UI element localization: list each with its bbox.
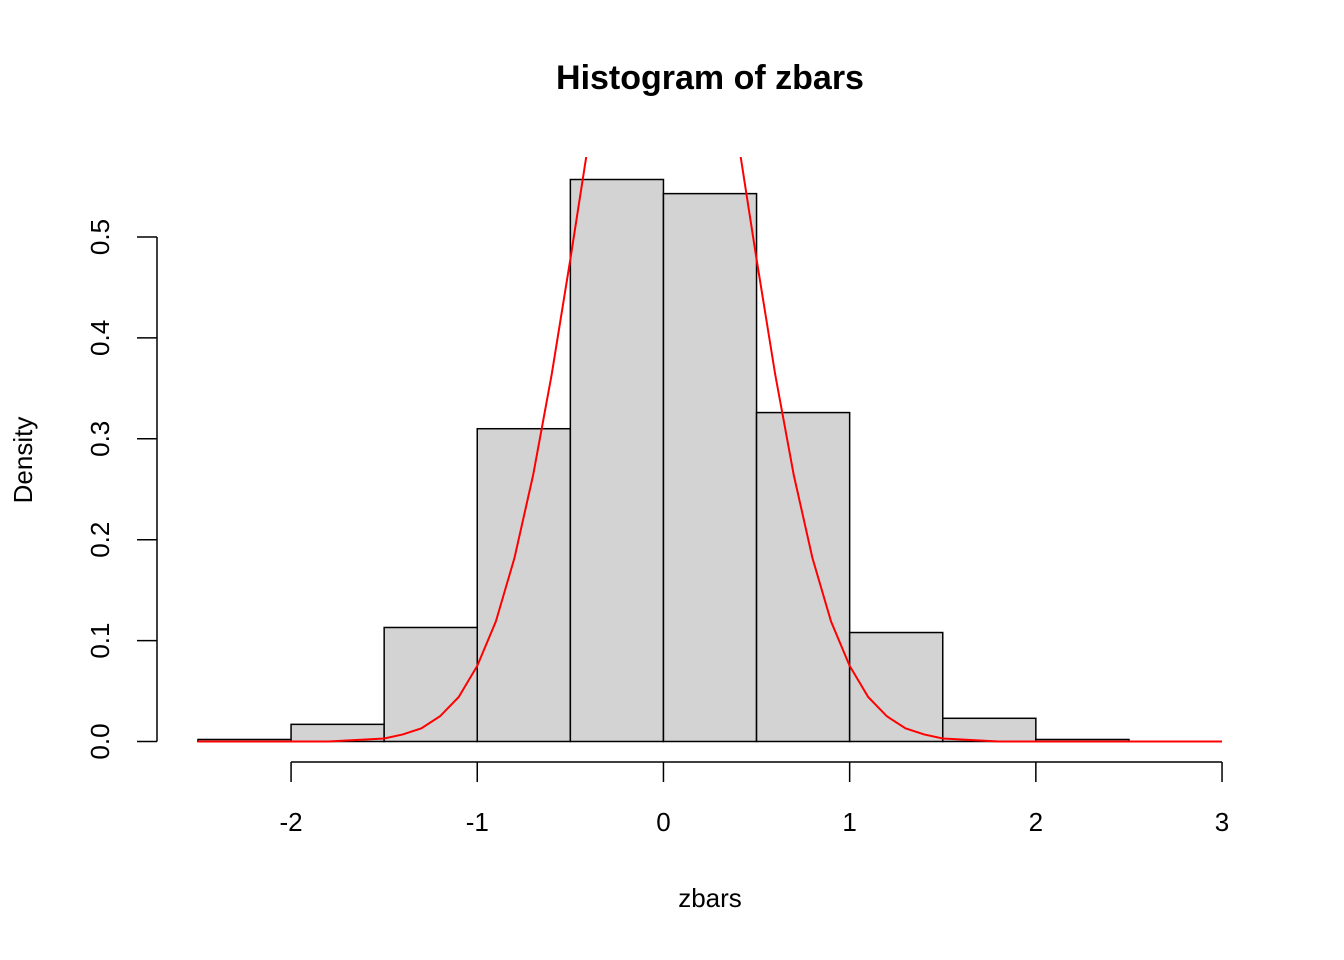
bar xyxy=(569,178,665,743)
curve-group xyxy=(197,157,1223,743)
x-tick-label: 3 xyxy=(1215,807,1229,837)
x-axis-label: zbars xyxy=(678,883,742,913)
y-tick-label: 0.4 xyxy=(85,320,115,356)
bar xyxy=(662,192,758,743)
bar xyxy=(755,411,851,743)
bar xyxy=(848,631,944,743)
y-axis-label: Density xyxy=(8,417,38,504)
x-tick-label: -2 xyxy=(279,807,302,837)
y-tick-label: 0.2 xyxy=(85,522,115,558)
chart-title: Histogram of zbars xyxy=(556,59,864,97)
y-tick-label: 0.0 xyxy=(85,723,115,759)
x-tick-label: 1 xyxy=(842,807,856,837)
bar xyxy=(476,427,572,743)
y-tick-label: 0.1 xyxy=(85,623,115,659)
x-tick-label: -1 xyxy=(466,807,489,837)
x-tick-label: 0 xyxy=(656,807,670,837)
bar xyxy=(941,717,1037,743)
density-curve xyxy=(197,157,1223,743)
bar xyxy=(383,626,479,743)
y-tick-label: 0.5 xyxy=(85,219,115,255)
x-tick-label: 2 xyxy=(1029,807,1043,837)
y-tick-label: 0.3 xyxy=(85,421,115,457)
